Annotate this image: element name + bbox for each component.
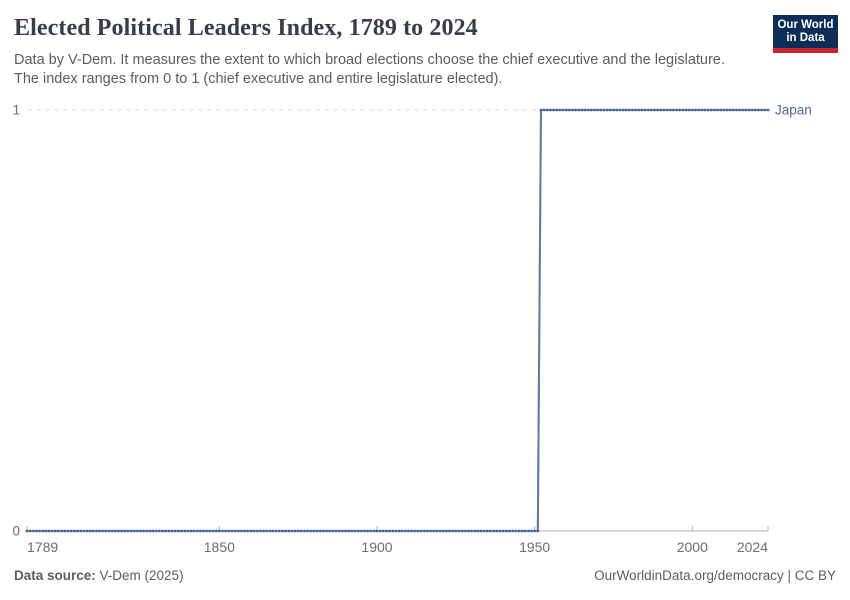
series-markers[interactable] (25, 108, 770, 533)
owid-logo[interactable]: Our World in Data (773, 15, 838, 53)
chart-title: Elected Political Leaders Index, 1789 to… (14, 15, 478, 41)
y-tick-label: 0 (12, 524, 20, 539)
subtitle-line-2: The index ranges from 0 to 1 (chief exec… (14, 71, 503, 87)
series-step-segment[interactable] (536, 109, 542, 532)
chart-subtitle: Data by V-Dem. It measures the extent to… (14, 51, 764, 89)
x-tick-label: 1900 (361, 539, 392, 555)
owid-logo-line-2: in Data (786, 32, 825, 44)
series-label[interactable]: Japan (775, 103, 812, 118)
data-source: Data source: V-Dem (2025) (14, 568, 184, 583)
series-line[interactable] (27, 109, 768, 532)
credit-link[interactable]: OurWorldinData.org/democracy | CC BY (594, 568, 836, 583)
x-tick-label: 2000 (677, 539, 708, 555)
x-tick-label: 1850 (204, 539, 235, 555)
subtitle-line-1: Data by V-Dem. It measures the extent to… (14, 52, 725, 68)
chart-footer: Data source: V-Dem (2025) OurWorldinData… (14, 568, 836, 583)
x-tick-label: 2024 (737, 539, 768, 555)
x-tick-label: 1789 (27, 539, 58, 555)
owid-logo-line-1: Our World (777, 19, 834, 31)
data-source-value: V-Dem (2025) (95, 568, 184, 583)
data-source-label: Data source: (14, 568, 96, 583)
x-tick-label: 1950 (519, 539, 550, 555)
y-tick-label: 1 (12, 103, 20, 118)
